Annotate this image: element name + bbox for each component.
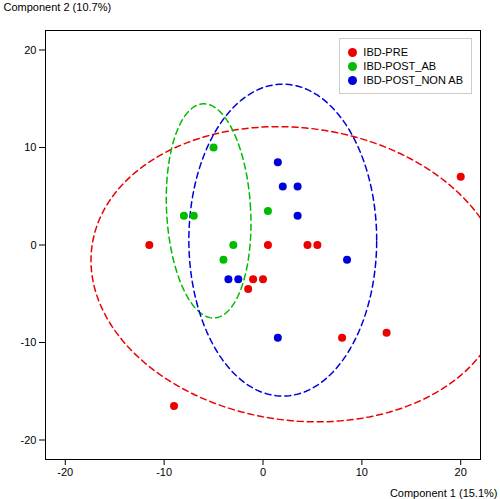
svg-text:-20: -20	[21, 434, 37, 446]
svg-text:10: 10	[24, 141, 36, 153]
svg-text:20: 20	[24, 44, 36, 56]
svg-text:Component 1 (15.1%): Component 1 (15.1%)	[390, 487, 498, 499]
html-text:IBD-POST_AB: IBD-POST_AB	[363, 60, 437, 72]
svg-text:-10: -10	[21, 336, 37, 348]
svg-text:0: 0	[260, 466, 266, 478]
svg-text:-10: -10	[156, 466, 172, 478]
html-text:IBD-POST_NON AB: IBD-POST_NON AB	[363, 74, 463, 86]
html-text:IBD-PRE: IBD-PRE	[363, 46, 408, 58]
svg-text:Component 2 (10.7%): Component 2 (10.7%)	[4, 1, 112, 13]
svg-text:0: 0	[30, 239, 36, 251]
svg-text:-20: -20	[57, 466, 73, 478]
svg-text:20: 20	[455, 466, 467, 478]
svg-text:10: 10	[356, 466, 368, 478]
